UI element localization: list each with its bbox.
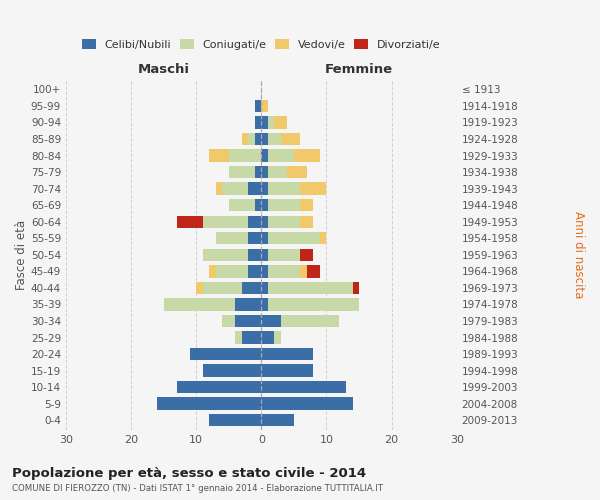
Bar: [353, 282, 359, 294]
Bar: [255, 199, 262, 211]
Bar: [268, 216, 301, 228]
Bar: [248, 232, 262, 244]
Text: Maschi: Maschi: [137, 63, 190, 76]
Bar: [216, 232, 248, 244]
Bar: [229, 199, 255, 211]
Bar: [301, 216, 313, 228]
Bar: [209, 265, 216, 278]
Bar: [262, 332, 274, 344]
Legend: Celibi/Nubili, Coniugati/e, Vedovi/e, Divorziati/e: Celibi/Nubili, Coniugati/e, Vedovi/e, Di…: [82, 40, 440, 50]
Bar: [216, 182, 222, 195]
Bar: [262, 133, 268, 145]
Bar: [248, 216, 262, 228]
Bar: [242, 133, 248, 145]
Bar: [320, 232, 326, 244]
Bar: [203, 216, 248, 228]
Bar: [274, 116, 287, 128]
Bar: [196, 282, 203, 294]
Bar: [255, 116, 262, 128]
Bar: [268, 199, 301, 211]
Bar: [262, 232, 268, 244]
Bar: [235, 298, 262, 310]
Bar: [190, 348, 262, 360]
Bar: [262, 414, 294, 426]
Bar: [203, 282, 242, 294]
Bar: [176, 381, 262, 394]
Bar: [235, 332, 242, 344]
Bar: [176, 216, 203, 228]
Bar: [255, 166, 262, 178]
Bar: [262, 216, 268, 228]
Bar: [203, 364, 262, 377]
Bar: [222, 315, 235, 327]
Bar: [235, 315, 262, 327]
Bar: [209, 414, 262, 426]
Bar: [222, 182, 248, 195]
Bar: [262, 315, 281, 327]
Bar: [301, 265, 307, 278]
Bar: [255, 100, 262, 112]
Bar: [262, 282, 268, 294]
Text: Popolazione per età, sesso e stato civile - 2014: Popolazione per età, sesso e stato civil…: [12, 468, 366, 480]
Bar: [229, 166, 255, 178]
Bar: [268, 298, 359, 310]
Bar: [287, 166, 307, 178]
Bar: [262, 348, 313, 360]
Bar: [301, 199, 313, 211]
Bar: [294, 150, 320, 162]
Bar: [268, 166, 287, 178]
Bar: [262, 182, 268, 195]
Bar: [274, 332, 281, 344]
Bar: [301, 182, 326, 195]
Bar: [262, 166, 268, 178]
Bar: [262, 116, 268, 128]
Text: Femmine: Femmine: [325, 63, 393, 76]
Bar: [164, 298, 235, 310]
Bar: [157, 398, 262, 410]
Bar: [268, 248, 301, 261]
Bar: [268, 182, 301, 195]
Bar: [262, 265, 268, 278]
Bar: [262, 199, 268, 211]
Bar: [281, 315, 340, 327]
Bar: [248, 248, 262, 261]
Bar: [268, 116, 274, 128]
Y-axis label: Fasce di età: Fasce di età: [15, 220, 28, 290]
Bar: [209, 150, 229, 162]
Bar: [203, 248, 248, 261]
Bar: [255, 133, 262, 145]
Bar: [268, 232, 320, 244]
Bar: [262, 364, 313, 377]
Bar: [281, 133, 301, 145]
Bar: [262, 298, 268, 310]
Bar: [262, 398, 353, 410]
Bar: [248, 133, 255, 145]
Bar: [268, 265, 301, 278]
Bar: [248, 265, 262, 278]
Bar: [242, 332, 262, 344]
Bar: [262, 381, 346, 394]
Bar: [262, 248, 268, 261]
Bar: [268, 133, 281, 145]
Bar: [216, 265, 248, 278]
Bar: [268, 282, 353, 294]
Y-axis label: Anni di nascita: Anni di nascita: [572, 211, 585, 298]
Bar: [268, 150, 294, 162]
Bar: [242, 282, 262, 294]
Bar: [229, 150, 262, 162]
Bar: [301, 248, 313, 261]
Bar: [262, 100, 268, 112]
Bar: [248, 182, 262, 195]
Text: COMUNE DI FIEROZZO (TN) - Dati ISTAT 1° gennaio 2014 - Elaborazione TUTTITALIA.I: COMUNE DI FIEROZZO (TN) - Dati ISTAT 1° …: [12, 484, 383, 493]
Bar: [307, 265, 320, 278]
Bar: [262, 150, 268, 162]
